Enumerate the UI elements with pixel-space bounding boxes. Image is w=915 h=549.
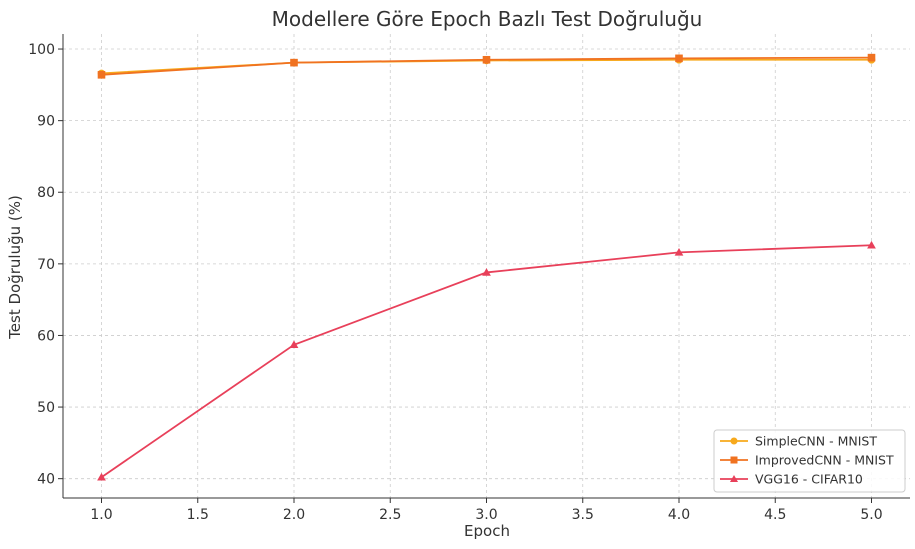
data-point	[867, 53, 876, 62]
series-vgg16-cifar10	[97, 240, 876, 481]
legend-item: VGG16 - CIFAR10	[720, 472, 863, 487]
legend-item: SimpleCNN - MNIST	[720, 434, 877, 449]
series-layer	[97, 53, 876, 481]
x-tick-label: 3.0	[475, 507, 497, 523]
y-tick-label: 90	[37, 114, 55, 130]
x-tick-label: 5.0	[860, 507, 882, 523]
data-point	[97, 472, 106, 481]
legend-marker	[729, 474, 739, 483]
x-tick-label: 2.0	[283, 507, 305, 523]
x-tick-label: 4.0	[668, 507, 690, 523]
y-tick-label: 60	[37, 328, 55, 344]
data-point	[675, 54, 683, 63]
data-point	[482, 268, 491, 276]
y-tick-label: 80	[37, 185, 55, 201]
data-point	[867, 240, 876, 249]
data-point	[482, 55, 491, 64]
chart-title: Modellere Göre Epoch Bazlı Test Doğruluğ…	[272, 7, 703, 31]
y-tick-label: 70	[37, 257, 55, 273]
data-point	[289, 340, 299, 349]
x-tick-label: 1.5	[187, 507, 209, 523]
x-tick-label: 2.5	[379, 507, 401, 523]
y-tick-label: 50	[37, 400, 55, 416]
legend: SimpleCNN - MNIST ImprovedCNN - MNIST VGG1…	[713, 429, 906, 493]
x-tick-label: 3.5	[572, 507, 594, 523]
data-point	[97, 71, 106, 79]
legend-marker	[730, 437, 738, 445]
data-point	[290, 58, 298, 67]
x-axis-title: Epoch	[464, 522, 510, 540]
legend-label: ImprovedCNN - MNIST	[755, 453, 894, 468]
data-point	[674, 248, 684, 256]
y-tick-label: 40	[37, 472, 55, 488]
x-tick-label: 1.0	[90, 507, 112, 523]
legend-marker	[730, 456, 738, 464]
x-tick-label: 4.5	[764, 507, 786, 523]
y-axis-title: Test Doğruluğu (%)	[6, 195, 24, 340]
legend-box	[713, 429, 906, 493]
legend-item: ImprovedCNN - MNIST	[720, 453, 894, 468]
series-improvedcnn-mnist	[97, 53, 876, 79]
y-tick-label: 100	[28, 42, 55, 58]
axes: 1.0 1.5 2.0 2.5 3.0 3.5 4.0 4.5 5.0 40 50 60 70 80 90 1…	[28, 34, 910, 523]
legend-label: SimpleCNN - MNIST	[755, 434, 877, 449]
legend-label: VGG16 - CIFAR10	[755, 472, 863, 487]
grid	[63, 34, 910, 498]
